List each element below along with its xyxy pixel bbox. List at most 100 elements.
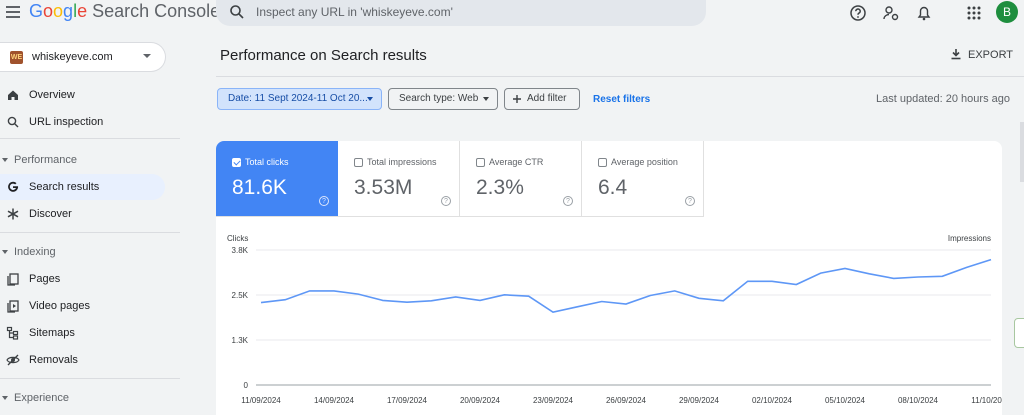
checkbox-icon	[598, 158, 607, 167]
property-favicon: WE	[10, 51, 23, 64]
page-title: Performance on Search results	[220, 47, 427, 64]
y-axis-title: Clicks	[227, 234, 248, 243]
metric-value: 81.6K	[232, 176, 287, 199]
sidebar-item-pages[interactable]: Pages	[0, 266, 165, 292]
sidebar-divider	[0, 138, 180, 139]
sidebar-item-label: Sitemaps	[29, 327, 75, 339]
scrollbar[interactable]	[1020, 122, 1024, 182]
property-selector[interactable]: WE whiskeyeve.com	[0, 42, 166, 72]
sidebar-item-label: Video pages	[29, 300, 90, 312]
reset-filters-link[interactable]: Reset filters	[593, 94, 651, 105]
add-filter-label: Add filter	[527, 93, 567, 104]
chevron-down-icon	[367, 97, 373, 101]
hamburger-menu-icon[interactable]	[6, 6, 20, 18]
sidebar-item-video-pages[interactable]: Video pages	[0, 293, 165, 319]
metric-average-position[interactable]: Average position 6.4 ?	[582, 141, 704, 217]
metric-value: 3.53M	[354, 176, 413, 199]
metric-label: Average position	[611, 157, 678, 167]
sidebar-divider	[0, 232, 180, 233]
x-tick-label: 29/09/2024	[679, 396, 720, 405]
chevron-down-icon	[2, 395, 8, 400]
sidebar-item-url-inspection[interactable]: URL inspection	[0, 109, 165, 135]
x-tick-label: 23/09/2024	[533, 396, 574, 405]
video-pages-icon	[7, 300, 19, 313]
y-axis-title-right: Impressions	[948, 234, 991, 243]
help-icon[interactable]: ?	[441, 196, 451, 206]
metric-total-impressions[interactable]: Total impressions 3.53M ?	[338, 141, 460, 217]
sidebar-section-performance[interactable]: Performance	[0, 154, 77, 166]
product-logo[interactable]: Google Search Console	[29, 1, 220, 22]
x-tick-label: 02/10/2024	[752, 396, 793, 405]
sidebar-divider	[0, 378, 180, 379]
x-tick-label: 11/09/2024	[241, 396, 281, 405]
sidebar-section-experience[interactable]: Experience	[0, 392, 69, 404]
sidebar-item-removals[interactable]: Removals	[0, 347, 165, 373]
last-updated-text: Last updated: 20 hours ago	[876, 93, 1010, 105]
sidebar-item-label: Discover	[29, 208, 72, 220]
add-filter-button[interactable]: Add filter	[504, 88, 580, 110]
chevron-down-icon	[483, 97, 489, 101]
y-tick-label: 2.5K	[232, 291, 249, 300]
sidebar-item-overview[interactable]: Overview	[0, 82, 165, 108]
section-label: Experience	[14, 392, 70, 404]
search-icon	[7, 116, 19, 128]
notifications-bell-icon[interactable]	[915, 4, 933, 22]
x-tick-label: 11/10/2024	[971, 396, 1002, 405]
sidebar-section-indexing[interactable]: Indexing	[0, 246, 56, 258]
sidebar-item-search-results[interactable]: Search results	[0, 174, 165, 200]
x-tick-label: 05/10/2024	[825, 396, 866, 405]
google-wordmark: Google	[29, 1, 88, 21]
y-tick-label: 1.3K	[232, 336, 249, 345]
sidebar-item-label: Removals	[29, 354, 78, 366]
sidebar-item-label: URL inspection	[29, 116, 104, 128]
export-button[interactable]: EXPORT	[950, 48, 1013, 61]
clicks-series-line	[260, 258, 992, 314]
account-avatar[interactable]: B	[996, 1, 1018, 23]
performance-card: Total clicks 81.6K ? Total impressions 3…	[216, 141, 1002, 415]
y-tick-label: 3.8K	[232, 246, 249, 255]
sidebar-item-label: Overview	[29, 89, 75, 101]
property-name: whiskeyeve.com	[32, 51, 113, 63]
url-inspect-search[interactable]: Inspect any URL in 'whiskeyeve.com'	[216, 0, 706, 26]
chevron-down-icon	[2, 249, 8, 254]
help-icon[interactable]: ?	[319, 196, 329, 206]
apps-grid-icon[interactable]	[965, 4, 983, 22]
sidebar-item-label: Search results	[29, 181, 100, 193]
help-icon[interactable]	[849, 4, 867, 22]
sidebar-item-sitemaps[interactable]: Sitemaps	[0, 320, 165, 346]
checkbox-icon	[354, 158, 363, 167]
metric-average-ctr[interactable]: Average CTR 2.3% ?	[460, 141, 582, 217]
metric-label: Total impressions	[367, 157, 437, 167]
date-filter-label: Date: 11 Sept 2024-11 Oct 20...	[228, 93, 368, 104]
pages-icon	[7, 273, 19, 286]
download-icon	[951, 49, 961, 60]
date-filter-chip[interactable]: Date: 11 Sept 2024-11 Oct 20...	[217, 88, 382, 110]
search-placeholder: Inspect any URL in 'whiskeyeve.com'	[256, 5, 453, 19]
chevron-down-icon	[2, 157, 8, 162]
x-tick-label: 14/09/2024	[314, 396, 355, 405]
section-label: Performance	[14, 154, 77, 166]
export-label: EXPORT	[968, 49, 1014, 61]
search-type-chip[interactable]: Search type: Web	[388, 88, 498, 110]
x-tick-label: 17/09/2024	[387, 396, 428, 405]
help-icon[interactable]: ?	[563, 196, 573, 206]
sidebar-item-discover[interactable]: Discover	[0, 201, 165, 227]
user-settings-icon[interactable]	[882, 4, 900, 22]
clicks-line-chart[interactable]: 3.8K 2.5K 1.3K 0 11/09/2024 14/09/2024 17/09/…	[216, 141, 1002, 415]
metric-total-clicks[interactable]: Total clicks 81.6K ?	[216, 141, 338, 217]
search-type-label: Search type: Web	[399, 93, 479, 104]
removals-icon	[6, 354, 20, 366]
sidebar: WE whiskeyeve.com Overview URL inspectio…	[0, 34, 180, 415]
product-name: Search Console	[92, 1, 221, 21]
section-label: Indexing	[14, 246, 56, 258]
google-g-icon	[8, 181, 19, 192]
help-icon[interactable]: ?	[685, 196, 695, 206]
metric-value: 6.4	[598, 176, 628, 199]
search-icon	[230, 5, 244, 19]
x-tick-label: 26/09/2024	[606, 396, 647, 405]
sitemap-icon	[6, 326, 19, 340]
plus-icon	[513, 95, 521, 103]
header-divider	[216, 76, 1024, 77]
side-extension-widget[interactable]	[1014, 318, 1024, 348]
asterisk-icon	[7, 208, 19, 220]
